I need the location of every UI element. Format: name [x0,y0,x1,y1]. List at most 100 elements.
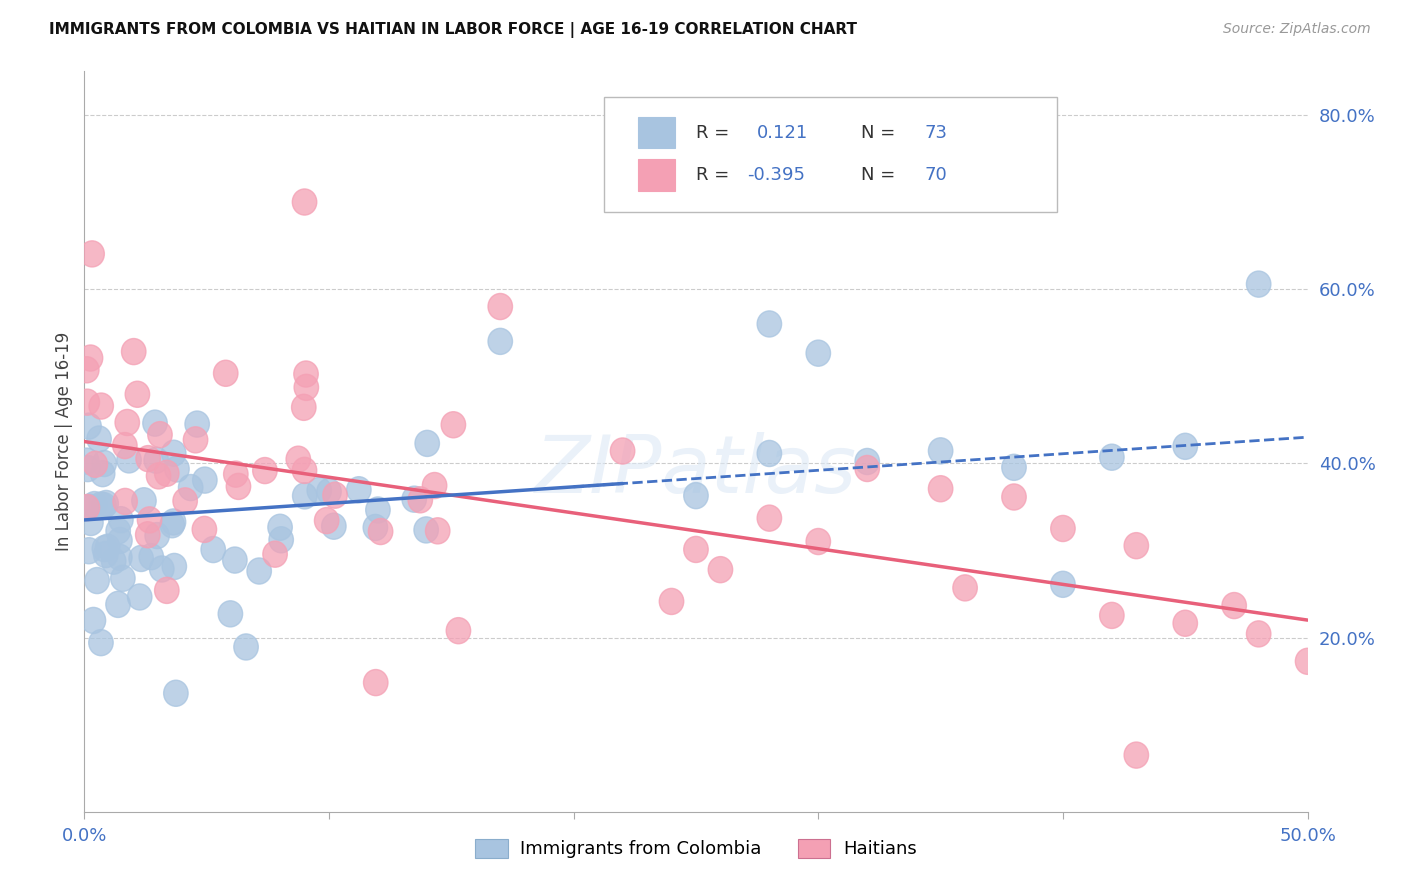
Ellipse shape [1002,484,1026,510]
Bar [638,117,675,148]
Ellipse shape [79,345,103,371]
Ellipse shape [269,514,292,541]
Ellipse shape [108,544,132,571]
Ellipse shape [75,389,100,416]
Text: N =: N = [860,124,896,142]
Ellipse shape [111,566,135,591]
Ellipse shape [291,394,316,420]
Ellipse shape [163,681,188,706]
Ellipse shape [91,492,117,518]
Ellipse shape [165,456,190,482]
Ellipse shape [75,494,100,521]
Ellipse shape [488,328,513,354]
Ellipse shape [855,449,880,475]
Text: IMMIGRANTS FROM COLOMBIA VS HAITIAN IN LABOR FORCE | AGE 16-19 CORRELATION CHART: IMMIGRANTS FROM COLOMBIA VS HAITIAN IN L… [49,22,858,38]
Ellipse shape [89,393,114,419]
Ellipse shape [413,516,439,543]
Bar [638,160,675,191]
Ellipse shape [201,536,225,563]
Ellipse shape [89,492,114,518]
Ellipse shape [316,478,342,505]
Ellipse shape [659,589,683,615]
Ellipse shape [1173,434,1198,459]
Ellipse shape [132,488,156,514]
Ellipse shape [91,450,117,476]
Ellipse shape [155,577,179,604]
Ellipse shape [218,601,243,627]
Ellipse shape [77,494,103,520]
Ellipse shape [93,541,118,567]
Ellipse shape [80,241,104,267]
Ellipse shape [1222,592,1247,619]
Ellipse shape [193,516,217,542]
Ellipse shape [193,467,217,493]
Ellipse shape [75,357,98,383]
Ellipse shape [806,528,831,555]
Text: ZIPatlas: ZIPatlas [534,432,858,510]
Text: -0.395: -0.395 [748,166,806,184]
Ellipse shape [422,473,447,499]
Ellipse shape [446,617,471,644]
Ellipse shape [76,456,100,482]
Ellipse shape [155,460,179,486]
Ellipse shape [224,461,247,487]
Ellipse shape [108,527,132,554]
Ellipse shape [441,412,465,438]
Ellipse shape [709,557,733,582]
Ellipse shape [136,445,160,472]
Ellipse shape [145,523,169,549]
Ellipse shape [87,426,111,452]
Ellipse shape [173,488,197,514]
Ellipse shape [263,541,287,567]
Ellipse shape [247,558,271,584]
Text: R =: R = [696,166,730,184]
Ellipse shape [285,446,311,472]
Text: R =: R = [696,124,730,142]
Ellipse shape [214,360,238,386]
Ellipse shape [347,476,371,503]
Ellipse shape [82,491,107,517]
Ellipse shape [294,375,319,401]
Ellipse shape [806,340,831,367]
Ellipse shape [128,584,152,610]
Ellipse shape [82,607,105,633]
Ellipse shape [1099,444,1125,470]
Ellipse shape [149,556,174,582]
Ellipse shape [364,670,388,696]
Ellipse shape [75,448,98,475]
Ellipse shape [292,189,316,215]
Ellipse shape [93,535,117,562]
Ellipse shape [855,456,880,482]
Ellipse shape [1295,648,1320,674]
Ellipse shape [683,536,709,563]
Ellipse shape [179,475,202,500]
Ellipse shape [1125,742,1149,768]
Y-axis label: In Labor Force | Age 16-19: In Labor Force | Age 16-19 [55,332,73,551]
Text: 70: 70 [925,166,948,184]
Ellipse shape [363,515,388,541]
Ellipse shape [84,567,110,593]
Ellipse shape [112,489,138,515]
Ellipse shape [138,507,162,533]
Ellipse shape [183,426,208,453]
Ellipse shape [758,311,782,337]
Ellipse shape [758,441,782,467]
Ellipse shape [108,507,134,533]
Ellipse shape [928,475,953,502]
Text: 0.121: 0.121 [758,124,808,142]
Ellipse shape [307,477,332,503]
Ellipse shape [253,458,277,483]
Ellipse shape [292,458,316,483]
Ellipse shape [83,451,107,477]
Ellipse shape [233,634,259,660]
Ellipse shape [408,487,433,513]
Ellipse shape [96,534,120,560]
Ellipse shape [101,548,127,574]
Ellipse shape [292,483,316,509]
Ellipse shape [77,538,101,564]
Ellipse shape [129,545,153,572]
Ellipse shape [222,547,247,574]
Ellipse shape [366,497,391,523]
Ellipse shape [1050,516,1076,541]
Text: N =: N = [860,166,896,184]
